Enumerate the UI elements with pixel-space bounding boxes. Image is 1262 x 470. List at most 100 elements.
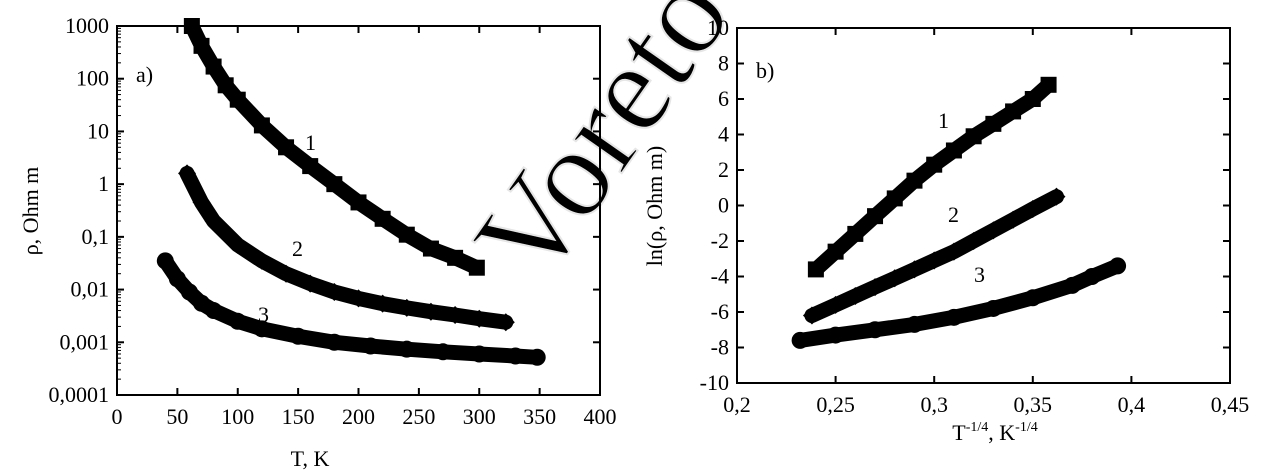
data-point-series-2 xyxy=(228,236,247,255)
x-tick-label: 0,2 xyxy=(723,392,751,417)
y-tick-label: 10 xyxy=(87,118,109,143)
marks-group-b xyxy=(791,76,1127,349)
data-point-series-2 xyxy=(885,269,904,288)
y-axis-title-a: ρ, Ohm m xyxy=(18,167,43,256)
data-point-series-2 xyxy=(178,164,197,183)
curve-label-b-1: 1 xyxy=(938,108,949,133)
data-point-series-2 xyxy=(421,302,440,321)
data-point-series-3 xyxy=(229,312,247,330)
y-tick-label: -2 xyxy=(711,228,729,253)
data-point-series-3 xyxy=(945,308,963,326)
x-axis-title-b-part: T xyxy=(952,420,966,445)
data-point-series-1 xyxy=(926,156,943,173)
data-point-series-1 xyxy=(886,190,903,207)
curve-label-a-2: 2 xyxy=(292,236,303,261)
data-point-series-1 xyxy=(1024,91,1041,107)
data-point-series-1 xyxy=(217,77,234,94)
tick-group-a: 0 50 100 150 200 250 300 350 400 0,0001 0,001 0,01 0… xyxy=(49,13,617,429)
x-axis-title-a: T, K xyxy=(291,446,330,470)
data-point-series-3 xyxy=(984,299,1002,317)
data-point-series-3 xyxy=(827,326,845,344)
data-point-series-1 xyxy=(253,117,270,134)
data-point-series-2 xyxy=(905,260,924,279)
data-point-series-1 xyxy=(302,158,319,175)
y-tick-label: 0,001 xyxy=(60,329,110,354)
x-tick-label: 200 xyxy=(342,404,375,429)
data-point-series-2 xyxy=(1047,187,1066,206)
data-point-series-2 xyxy=(204,211,223,230)
x-tick-label: 300 xyxy=(463,404,496,429)
data-point-series-3 xyxy=(289,327,307,345)
data-point-series-1 xyxy=(1005,103,1022,120)
data-point-series-3 xyxy=(791,331,809,349)
data-point-series-3 xyxy=(168,270,186,288)
x-tick-label: 400 xyxy=(584,404,617,429)
series-3-curve xyxy=(792,258,1126,348)
data-point-series-3 xyxy=(180,283,198,301)
y-axis-title-b: ln(ρ, Ohm m) xyxy=(642,146,667,266)
data-point-series-1 xyxy=(867,208,884,225)
data-point-series-2 xyxy=(846,287,865,306)
data-point-series-2 xyxy=(325,282,344,301)
x-tick-label: 0,3 xyxy=(920,392,948,417)
data-point-series-3 xyxy=(905,315,923,333)
y-tick-label: 100 xyxy=(76,66,109,91)
data-point-series-1 xyxy=(229,91,246,108)
data-point-series-1 xyxy=(326,176,343,193)
data-point-series-3 xyxy=(434,343,452,361)
data-point-series-2 xyxy=(866,278,885,297)
data-point-series-2 xyxy=(349,289,368,308)
data-point-series-3 xyxy=(1109,257,1127,275)
data-point-series-1 xyxy=(985,115,1002,132)
data-point-series-1 xyxy=(193,37,210,54)
data-point-series-1 xyxy=(906,172,923,189)
y-tick-label: 1 xyxy=(98,171,109,196)
data-point-series-1 xyxy=(205,58,222,75)
x-axis-title-b-part: , K xyxy=(988,420,1015,445)
x-tick-label: 0,35 xyxy=(1014,392,1053,417)
data-point-series-3 xyxy=(398,340,416,358)
x-tick-label: 100 xyxy=(221,404,254,429)
x-tick-label: 350 xyxy=(523,404,556,429)
data-point-series-1 xyxy=(1040,76,1057,93)
data-point-series-1 xyxy=(807,261,824,278)
data-point-series-1 xyxy=(468,259,485,276)
x-tick-label: 0,45 xyxy=(1211,392,1250,417)
data-point-series-2 xyxy=(802,306,821,325)
plot-frame-b xyxy=(736,27,1231,384)
chart-panel-a: 0 50 100 150 200 250 300 350 400 0,0001 0,001 0,01 0… xyxy=(18,13,617,470)
y-tick-label: 0,01 xyxy=(71,277,110,302)
data-point-series-3 xyxy=(528,348,546,366)
data-point-series-3 xyxy=(470,345,488,363)
data-point-series-2 xyxy=(192,193,211,212)
data-point-series-1 xyxy=(827,243,844,260)
data-point-series-2 xyxy=(1004,210,1023,229)
x-tick-label: 50 xyxy=(166,404,188,429)
data-point-series-2 xyxy=(944,242,963,261)
data-point-series-2 xyxy=(984,221,1003,240)
x-axis-title-b: T-1/4, K-1/4 xyxy=(952,420,1037,445)
data-point-series-3 xyxy=(362,337,380,355)
data-point-series-3 xyxy=(1063,276,1081,294)
y-tick-label: 8 xyxy=(718,51,729,76)
y-tick-label: 4 xyxy=(718,122,729,147)
data-point-series-3 xyxy=(156,252,174,270)
x-tick-label: 150 xyxy=(282,404,315,429)
data-point-series-3 xyxy=(205,302,223,320)
data-point-series-2 xyxy=(252,251,271,270)
data-point-series-1 xyxy=(847,225,864,242)
panel-label-a: a) xyxy=(136,62,153,87)
curve-label-b-2: 2 xyxy=(948,202,959,227)
data-point-series-3 xyxy=(325,333,343,351)
data-point-series-2 xyxy=(826,295,845,314)
data-point-series-3 xyxy=(866,321,884,339)
data-point-series-2 xyxy=(277,264,296,283)
y-tick-label: 0,0001 xyxy=(49,382,110,407)
y-tick-label: 0 xyxy=(718,193,729,218)
marks-group-a xyxy=(156,18,546,366)
panel-label-b: b) xyxy=(756,58,774,83)
y-tick-label: -10 xyxy=(700,370,729,395)
data-point-series-2 xyxy=(301,274,320,293)
data-point-series-3 xyxy=(506,347,524,365)
